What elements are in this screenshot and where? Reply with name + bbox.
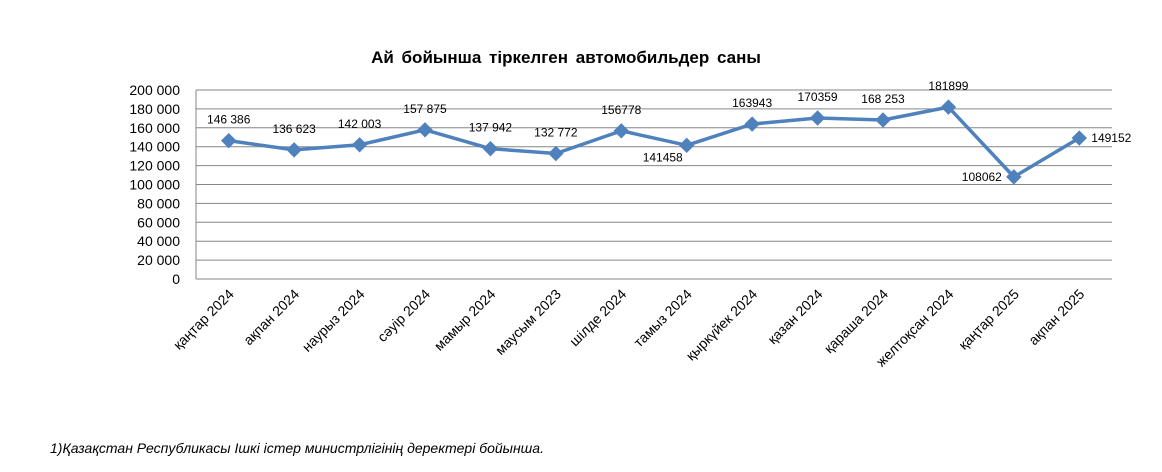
data-point-marker bbox=[809, 110, 826, 126]
x-tick-label: сәуір 2024 bbox=[374, 286, 433, 345]
data-label: 136 623 bbox=[272, 122, 316, 136]
data-label: 142 003 bbox=[338, 117, 382, 131]
data-label: 156778 bbox=[601, 103, 641, 117]
data-point-marker bbox=[940, 99, 957, 115]
data-point-marker bbox=[221, 132, 237, 149]
data-point-marker bbox=[744, 116, 760, 132]
data-label: 157 875 bbox=[403, 102, 447, 116]
x-tick-label: қараша 2024 bbox=[821, 286, 892, 357]
gridlines bbox=[196, 89, 1112, 280]
data-point-marker bbox=[679, 137, 695, 154]
data-point-marker bbox=[482, 140, 499, 157]
data-point-marker bbox=[286, 142, 302, 158]
x-tick-label: маусым 2023 bbox=[492, 286, 564, 358]
line-chart: Ай бойынша тіркелген автомобильдер саны … bbox=[129, 48, 1132, 370]
y-tick-label: 180 000 bbox=[129, 101, 180, 117]
data-point-marker bbox=[1071, 130, 1087, 146]
x-tick-label: ақпан 2024 bbox=[240, 286, 302, 348]
x-tick-label: қаңтар 2024 bbox=[170, 286, 237, 353]
data-label: 137 942 bbox=[469, 121, 513, 135]
x-tick-label: мамыр 2024 bbox=[431, 286, 499, 354]
y-tick-label: 20 000 bbox=[137, 252, 180, 268]
data-label: 168 253 bbox=[861, 92, 905, 106]
data-label: 181899 bbox=[928, 79, 968, 93]
y-tick-label: 40 000 bbox=[137, 233, 180, 249]
data-label: 163943 bbox=[732, 96, 772, 110]
data-label: 170359 bbox=[798, 90, 838, 104]
data-label: 149152 bbox=[1091, 131, 1131, 145]
y-tick-label: 120 000 bbox=[129, 158, 180, 174]
x-tick-label: шілде 2024 bbox=[566, 286, 629, 349]
footnote: 1)Қазақстан Республикасы Ішкі істер мини… bbox=[50, 440, 544, 456]
data-point-marker bbox=[875, 112, 891, 128]
x-tick-label: тамыз 2024 bbox=[630, 286, 695, 351]
data-labels: 146 386 136 623 142 003 157 875 137 942 132 7… bbox=[207, 79, 1132, 184]
x-tick-label: ақпан 2025 bbox=[1025, 286, 1087, 348]
series-line-path bbox=[228, 105, 1081, 179]
data-label: 141458 bbox=[643, 150, 683, 164]
chart-title: Ай бойынша тіркелген автомобильдер саны bbox=[371, 48, 761, 67]
x-tick-label: наурыз 2024 bbox=[299, 286, 368, 355]
data-point-marker bbox=[548, 145, 564, 162]
y-tick-label: 0 bbox=[172, 271, 180, 287]
data-label: 146 386 bbox=[207, 113, 251, 127]
y-tick-label: 100 000 bbox=[129, 177, 180, 193]
y-tick-label: 60 000 bbox=[137, 214, 180, 230]
data-label: 132 772 bbox=[534, 126, 578, 140]
y-tick-label: 200 000 bbox=[129, 82, 180, 98]
y-tick-label: 160 000 bbox=[129, 120, 180, 136]
y-axis: 0 20 000 40 000 60 000 80 000 100 000 120 000 1… bbox=[129, 82, 197, 287]
data-point-marker bbox=[613, 123, 629, 139]
series-line bbox=[221, 99, 1087, 185]
data-point-marker bbox=[417, 122, 433, 138]
data-point-marker bbox=[351, 137, 368, 153]
y-tick-label: 140 000 bbox=[129, 139, 180, 155]
y-tick-label: 80 000 bbox=[137, 195, 180, 211]
data-point-marker bbox=[1006, 169, 1022, 185]
x-tick-label: қазан 2024 bbox=[764, 286, 825, 347]
data-label: 108062 bbox=[962, 170, 1002, 184]
x-tick-label: қаңтар 2025 bbox=[955, 286, 1022, 353]
